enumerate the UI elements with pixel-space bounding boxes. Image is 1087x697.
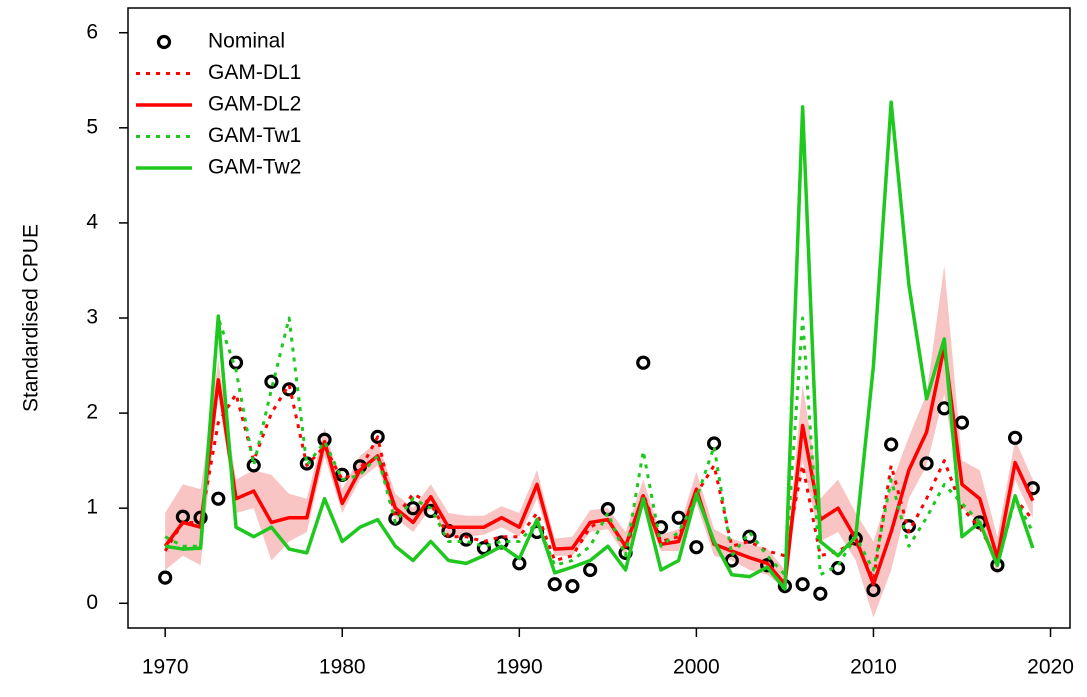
nominal-point <box>919 456 934 471</box>
nominal-point <box>370 429 385 444</box>
nominal-point <box>742 529 757 544</box>
series-line <box>164 316 1035 577</box>
nominal-point <box>954 415 970 430</box>
x-tick-label: 2020 <box>1027 656 1074 679</box>
plot-area <box>158 100 1040 618</box>
nominal-point <box>1008 430 1023 445</box>
nominal-point <box>459 532 474 547</box>
y-tick-label: 5 <box>86 115 98 138</box>
nominal-point <box>423 503 438 519</box>
y-axis-label: Standardised CPUE <box>20 224 43 412</box>
nominal-point <box>583 562 598 578</box>
legend-symbol <box>156 34 172 50</box>
x-tick-label: 2000 <box>673 656 720 679</box>
nominal-point <box>636 355 651 370</box>
series-line <box>164 100 1035 591</box>
nominal-point <box>565 579 580 594</box>
legend-label: GAM-Tw2 <box>208 156 301 179</box>
nominal-point <box>158 570 173 585</box>
legend-label: GAM-Tw1 <box>208 124 301 147</box>
confidence-band <box>165 265 1033 618</box>
nominal-point <box>476 541 492 556</box>
nominal-point <box>264 374 279 389</box>
y-tick-label: 0 <box>86 591 98 614</box>
legend-label: Nominal <box>208 30 285 53</box>
nominal-point <box>547 577 562 592</box>
nominal-point <box>671 510 686 525</box>
nominal-point <box>211 491 226 506</box>
nominal-point <box>228 355 244 370</box>
y-tick-label: 6 <box>86 20 98 43</box>
series-line <box>163 344 1035 587</box>
nominal-point <box>795 577 810 592</box>
legend-label: GAM-DL2 <box>208 93 301 116</box>
nominal-point <box>760 558 775 573</box>
x-tick-label: 1990 <box>496 656 543 679</box>
nominal-point <box>689 540 704 555</box>
x-tick-label: 1970 <box>142 656 189 679</box>
y-tick-label: 4 <box>86 210 98 233</box>
nominal-point <box>813 586 828 601</box>
y-tick-label: 1 <box>86 496 98 519</box>
x-tick-label: 1980 <box>319 656 366 679</box>
nominal-point <box>706 436 722 451</box>
nominal-point <box>282 382 297 397</box>
legend-label: GAM-DL1 <box>208 61 301 84</box>
nominal-point <box>884 437 899 452</box>
y-tick-label: 3 <box>86 306 98 329</box>
x-tick-label: 2010 <box>850 656 897 679</box>
y-tick-label: 2 <box>86 401 98 424</box>
